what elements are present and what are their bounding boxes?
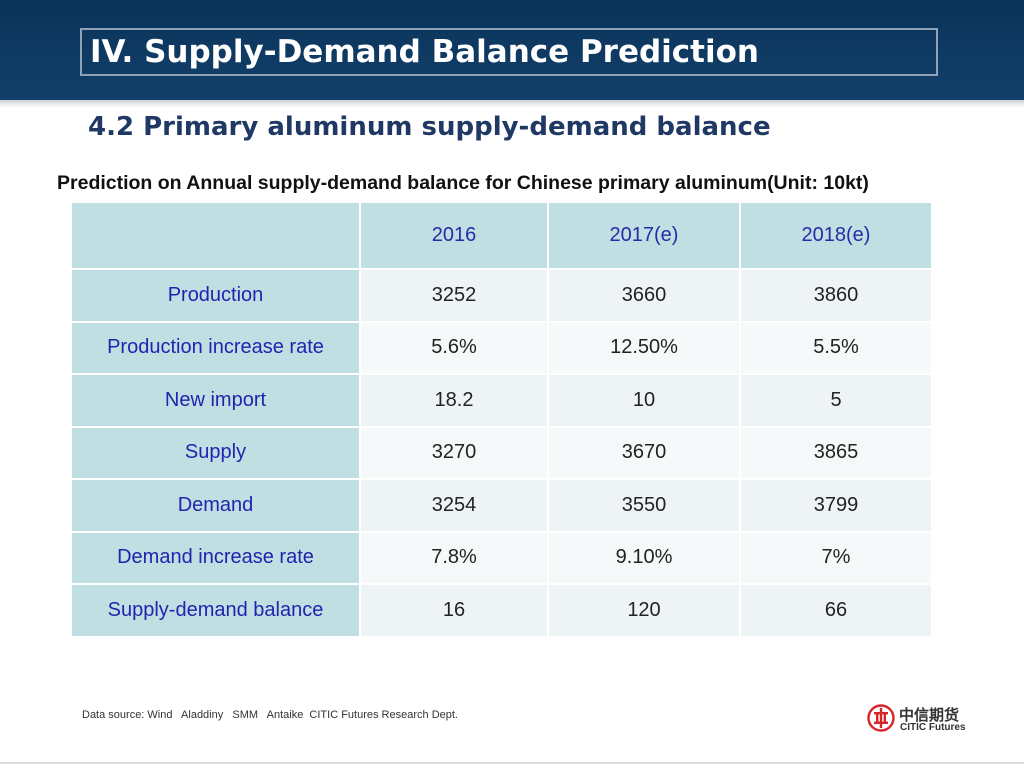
table-cell: 3660 [548,269,741,323]
table-header-row: 2016 2017(e) 2018(e) [72,203,933,270]
table-row: Production increase rate 5.6% 12.50% 5.5… [72,321,933,375]
citic-futures-logo: 中信期货 CITIC Futures [867,704,977,734]
table-cell: 3860 [740,269,933,323]
header-band [0,0,1024,100]
balance-table-container: 2016 2017(e) 2018(e) Production 3252 366… [72,203,933,638]
table-cell: 5.6% [360,321,549,375]
row-label: New import [72,374,361,428]
table-cell: 7% [740,531,933,585]
section-subtitle: 4.2 Primary aluminum supply-demand balan… [88,112,771,142]
header-shadow [0,100,1024,108]
table-cell: 3254 [360,479,549,533]
table-cell: 10 [548,374,741,428]
table-cell: 5.5% [740,321,933,375]
table-row: New import 18.2 10 5 [72,374,933,428]
table-cell: 16 [360,584,549,638]
table-cell: 3550 [548,479,741,533]
logo-english-text: CITIC Futures [900,722,966,733]
slide-title: IV. Supply-Demand Balance Prediction [80,28,938,76]
row-label: Supply-demand balance [72,584,361,638]
header-cell-2017e: 2017(e) [548,203,741,270]
row-label: Demand increase rate [72,531,361,585]
table-cell: 120 [548,584,741,638]
table-cell: 3799 [740,479,933,533]
table-row: Demand 3254 3550 3799 [72,479,933,533]
balance-table: 2016 2017(e) 2018(e) Production 3252 366… [72,203,933,638]
citic-logo-icon [867,704,895,732]
table-cell: 18.2 [360,374,549,428]
row-label: Production [72,269,361,323]
table-cell: 12.50% [548,321,741,375]
table-cell: 5 [740,374,933,428]
table-cell: 9.10% [548,531,741,585]
header-cell-2018e: 2018(e) [740,203,933,270]
header-cell-2016: 2016 [360,203,549,270]
table-cell: 3670 [548,426,741,480]
table-row: Production 3252 3660 3860 [72,269,933,323]
row-label: Supply [72,426,361,480]
row-label: Demand [72,479,361,533]
table-cell: 3270 [360,426,549,480]
table-row: Supply 3270 3670 3865 [72,426,933,480]
data-source-note: Data source: Wind Aladdiny SMM Antaike C… [82,709,458,721]
table-caption: Prediction on Annual supply-demand balan… [57,172,869,194]
bottom-divider [0,762,1024,764]
table-cell: 66 [740,584,933,638]
table-row: Supply-demand balance 16 120 66 [72,584,933,638]
header-cell-empty [72,203,361,270]
table-cell: 7.8% [360,531,549,585]
table-cell: 3865 [740,426,933,480]
row-label: Production increase rate [72,321,361,375]
table-row: Demand increase rate 7.8% 9.10% 7% [72,531,933,585]
logo-chinese-text: 中信期货 [899,706,960,724]
table-cell: 3252 [360,269,549,323]
